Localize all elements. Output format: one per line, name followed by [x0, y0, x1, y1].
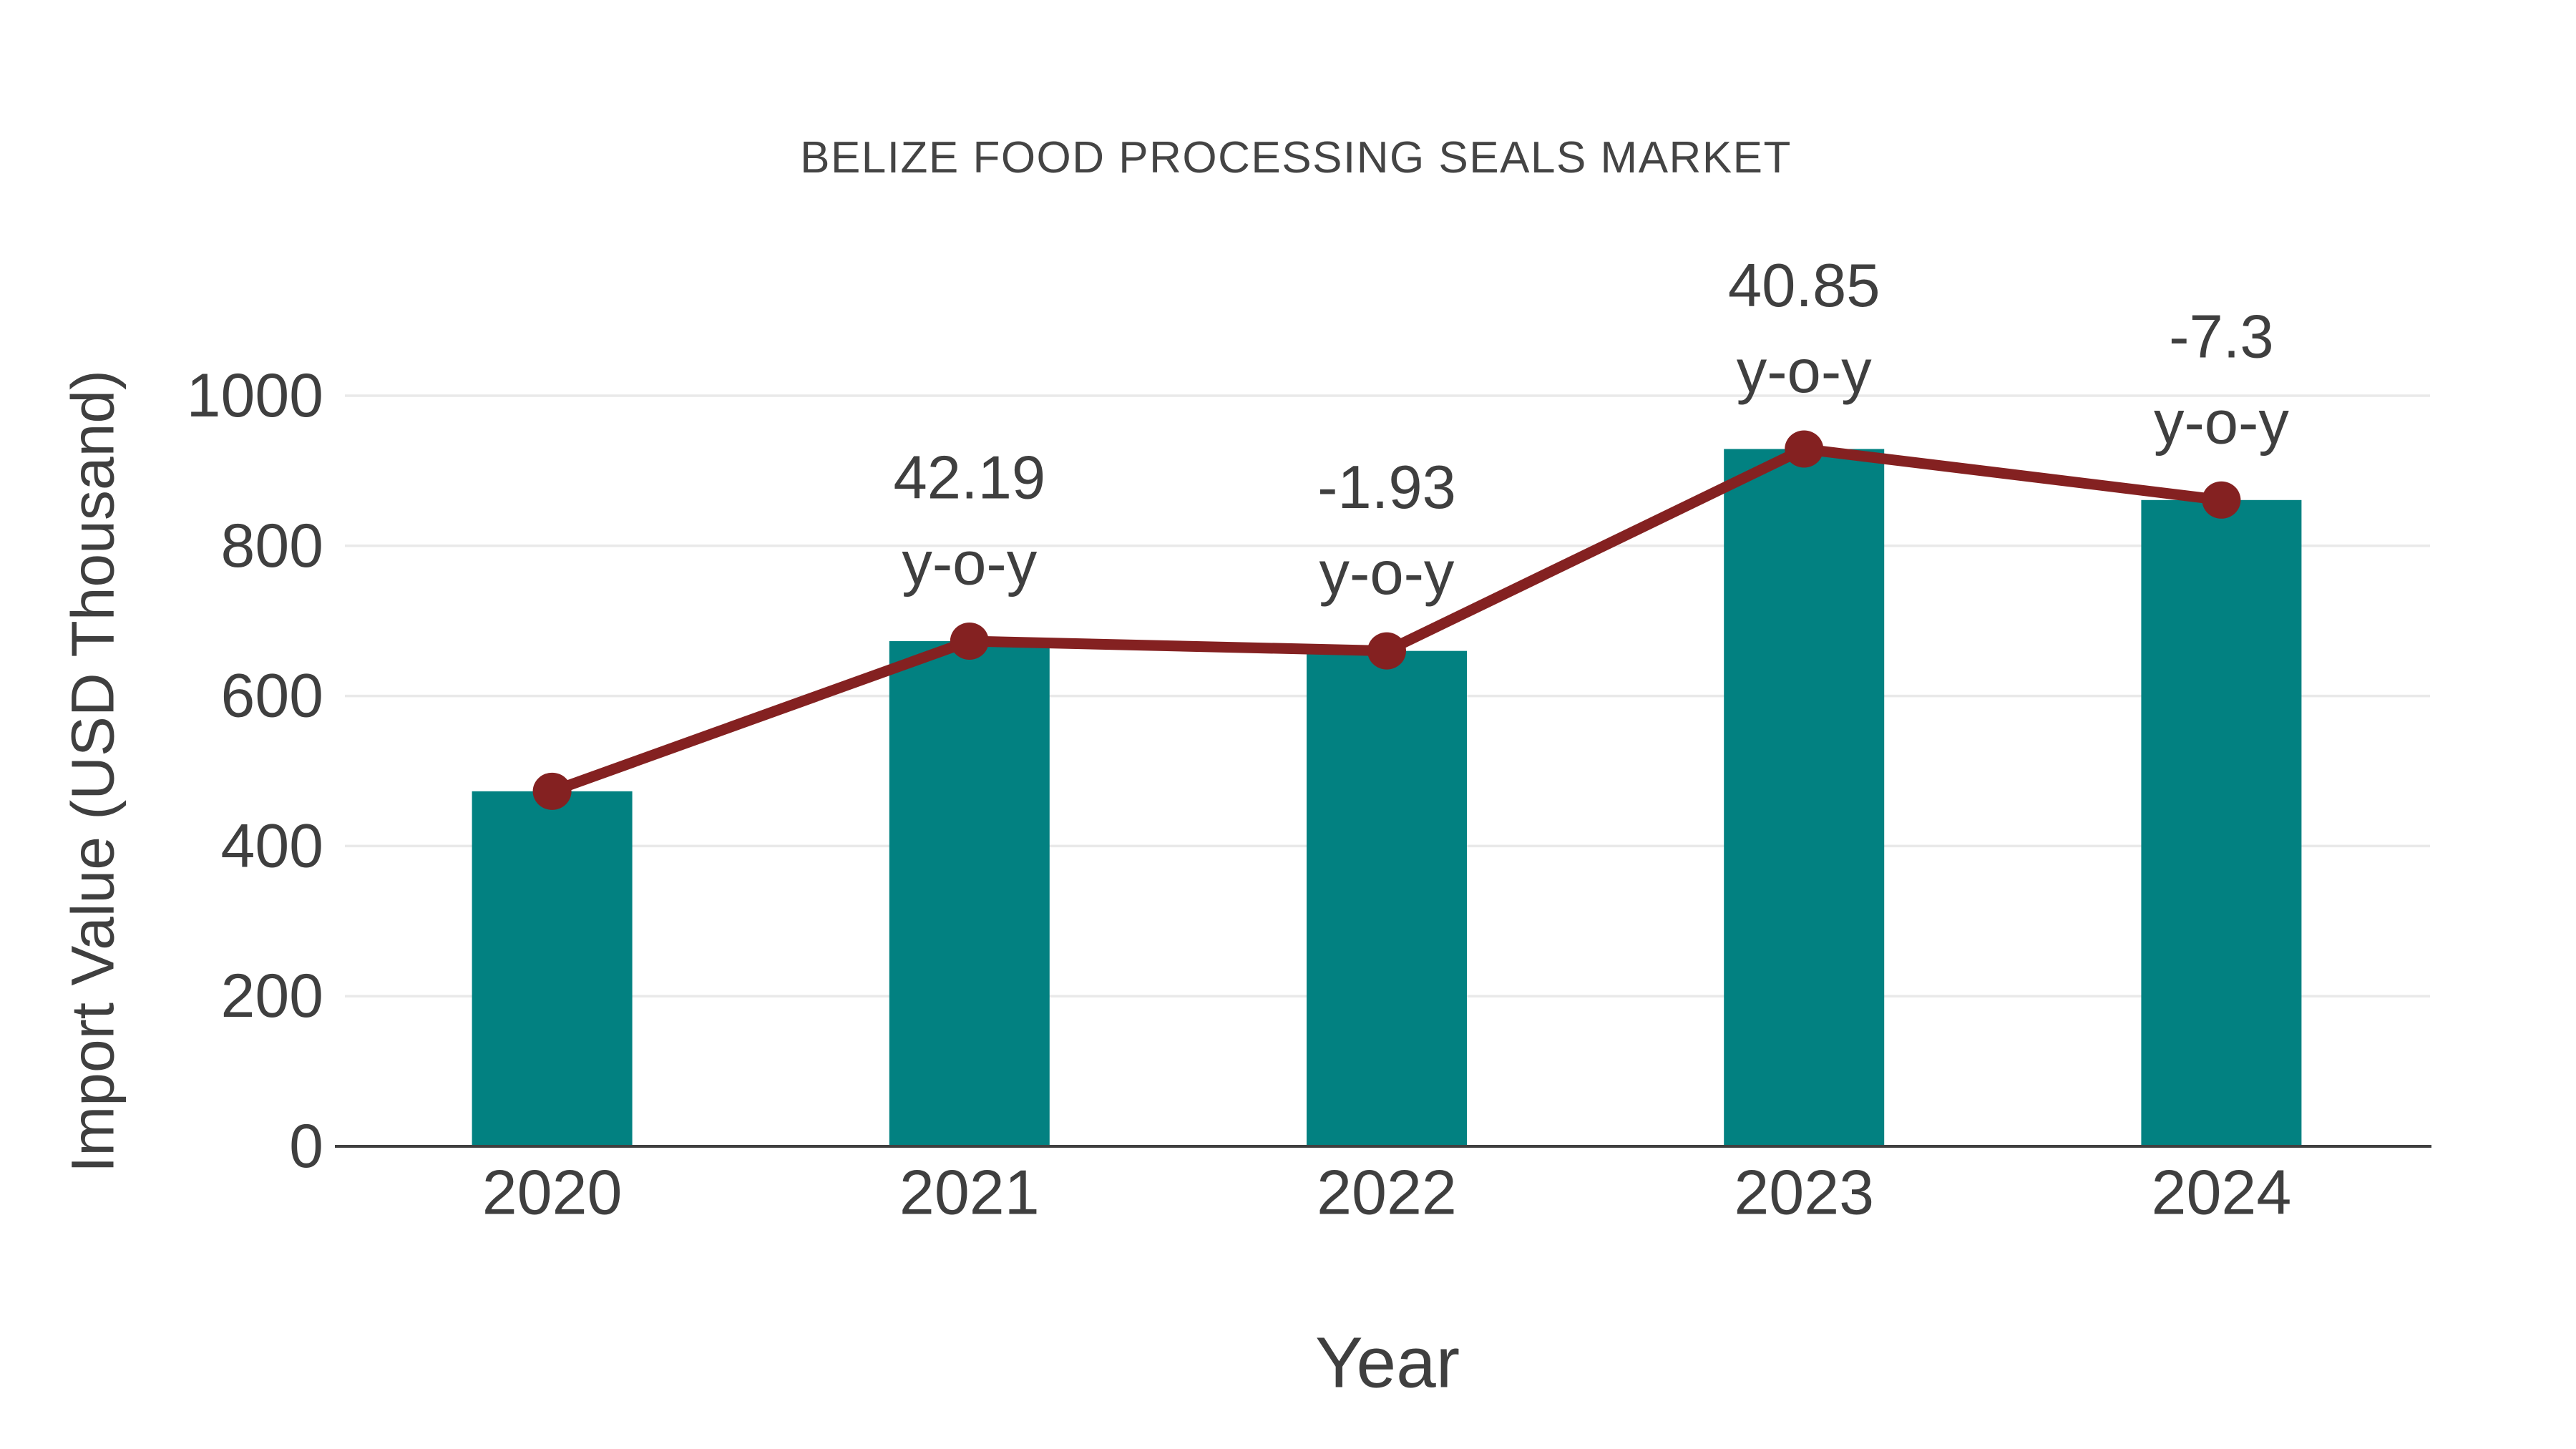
bar-2020[interactable] [472, 791, 633, 1146]
y-tick-label-600: 600 [221, 662, 324, 731]
annotation-value-2024: -7.3 [2169, 303, 2273, 371]
chart-title: BELIZE FOOD PROCESSING SEALS MARKET [800, 133, 1792, 182]
x-tick-label-2021: 2021 [899, 1157, 1040, 1228]
bar-2024[interactable] [2141, 499, 2302, 1146]
annotation-yoy-2022: y-o-y [1319, 540, 1455, 608]
line-marker-2021[interactable] [950, 623, 989, 660]
bar-2021[interactable] [889, 641, 1050, 1146]
line-marker-2022[interactable] [1367, 632, 1406, 670]
x-axis-title: Year [1314, 1322, 1460, 1403]
y-tick-label-1000: 1000 [187, 361, 323, 430]
line-marker-2020[interactable] [532, 772, 572, 810]
x-tick-label-2022: 2022 [1317, 1157, 1457, 1228]
annotation-yoy-2021: y-o-y [902, 530, 1037, 598]
y-tick-label-0: 0 [289, 1112, 323, 1181]
y-tick-label-400: 400 [221, 811, 324, 880]
line-marker-2024[interactable] [2202, 481, 2241, 519]
line-marker-2023[interactable] [1785, 430, 1824, 468]
x-tick-label-2020: 2020 [482, 1157, 623, 1228]
bar-2023[interactable] [1724, 449, 1885, 1146]
y-tick-label-200: 200 [221, 962, 324, 1030]
annotation-yoy-2023: y-o-y [1737, 338, 1872, 406]
annotation-value-2023: 40.85 [1728, 252, 1880, 320]
x-tick-label-2023: 2023 [1734, 1157, 1874, 1228]
x-tick-label-2024: 2024 [2152, 1157, 2292, 1228]
bar-2022[interactable] [1307, 650, 1467, 1146]
annotation-value-2021: 42.19 [893, 444, 1045, 512]
annotation-yoy-2024: y-o-y [2154, 389, 2289, 457]
annotation-value-2022: -1.93 [1317, 454, 1456, 522]
y-tick-label-800: 800 [221, 512, 324, 580]
